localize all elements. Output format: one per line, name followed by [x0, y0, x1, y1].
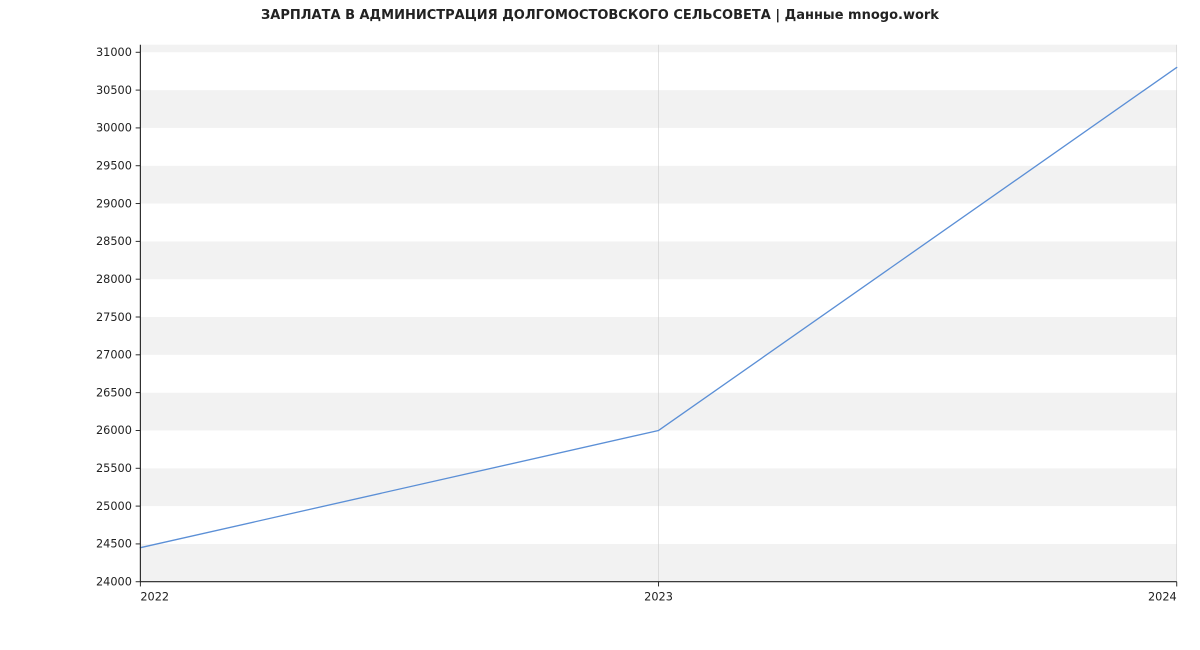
- svg-text:24500: 24500: [96, 538, 132, 551]
- svg-text:29000: 29000: [96, 197, 132, 210]
- svg-text:2023: 2023: [644, 591, 673, 604]
- salary-line-chart: ЗАРПЛАТА В АДМИНИСТРАЦИЯ ДОЛГОМОСТОВСКОГ…: [0, 0, 1200, 650]
- svg-text:2022: 2022: [140, 591, 169, 604]
- plot-area: 24000 24500 25000 25500 26000 26500 27000 27500…: [85, 40, 1185, 610]
- svg-text:25000: 25000: [96, 500, 132, 513]
- svg-text:28500: 28500: [96, 235, 132, 248]
- svg-text:28000: 28000: [96, 273, 132, 286]
- chart-svg: 24000 24500 25000 25500 26000 26500 27000 27500…: [85, 40, 1185, 610]
- svg-text:27000: 27000: [96, 349, 132, 362]
- svg-text:26000: 26000: [96, 424, 132, 437]
- svg-text:30500: 30500: [96, 84, 132, 97]
- svg-text:2024: 2024: [1148, 591, 1177, 604]
- svg-text:26500: 26500: [96, 386, 132, 399]
- svg-text:30000: 30000: [96, 122, 132, 135]
- svg-text:24000: 24000: [96, 576, 132, 589]
- svg-text:27500: 27500: [96, 311, 132, 324]
- chart-title: ЗАРПЛАТА В АДМИНИСТРАЦИЯ ДОЛГОМОСТОВСКОГ…: [0, 8, 1200, 23]
- svg-text:25500: 25500: [96, 462, 132, 475]
- svg-text:29500: 29500: [96, 159, 132, 172]
- svg-text:31000: 31000: [96, 46, 132, 59]
